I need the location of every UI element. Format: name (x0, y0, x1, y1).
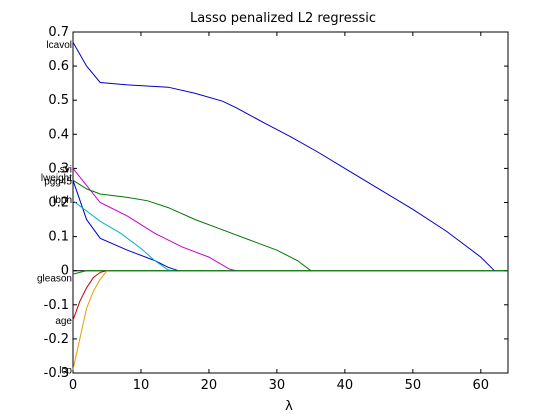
coef-label-age: age (55, 316, 72, 327)
series-line-lbph (72, 200, 176, 272)
x-tick-label: 10 (133, 378, 150, 393)
coef-label-svi: svi (60, 164, 72, 175)
coef-label-lbph: lbph (53, 195, 72, 206)
axes-box (72, 31, 509, 374)
series-line-lweight (72, 179, 312, 272)
y-tick-label: 0.1 (48, 230, 69, 245)
y-tick-label: 0 (61, 264, 69, 279)
plot-area: -0.3 -0.2 -0.1 0 0.1 0.2 0.3 0.4 0.5 0.6 0.7 0 10 20 3… (37, 25, 509, 393)
series-line-pgg45 (72, 180, 179, 272)
y-tick-label: 0.4 (48, 127, 69, 142)
x-tick-label: 60 (473, 378, 490, 393)
series-line-lcavol (72, 41, 495, 272)
x-tick-label: 0 (69, 378, 77, 393)
y-tick-label: 0.5 (48, 93, 69, 108)
coef-label-pgg45: pgg45 (44, 176, 72, 187)
y-tick-label: 0.7 (48, 25, 69, 40)
y-tick-label: -0.3 (44, 366, 69, 381)
coef-label-lweight: lweight (41, 173, 72, 184)
y-tick-label: 0.2 (48, 196, 69, 211)
series-line-age (72, 270, 108, 321)
x-tick-label: 40 (337, 378, 354, 393)
coef-label-lcp: lcp (59, 366, 72, 377)
coef-label-gleason: gleason (37, 274, 72, 285)
coef-label-lcavol: lcavol (46, 40, 72, 51)
chart-title: Lasso penalized L2 regressic (190, 11, 376, 26)
x-tick-label: 50 (405, 378, 422, 393)
series-line-gleason (72, 270, 508, 275)
series-line-lcp (72, 270, 108, 370)
y-tick-label: -0.1 (44, 298, 69, 313)
x-tick-label: 30 (269, 378, 286, 393)
y-tick-label: -0.2 (44, 332, 69, 347)
y-tick-label: 0.6 (48, 59, 69, 74)
x-tick-label: 20 (201, 378, 218, 393)
x-axis-label: λ (285, 399, 293, 414)
y-tick-label: 0.3 (48, 161, 69, 176)
